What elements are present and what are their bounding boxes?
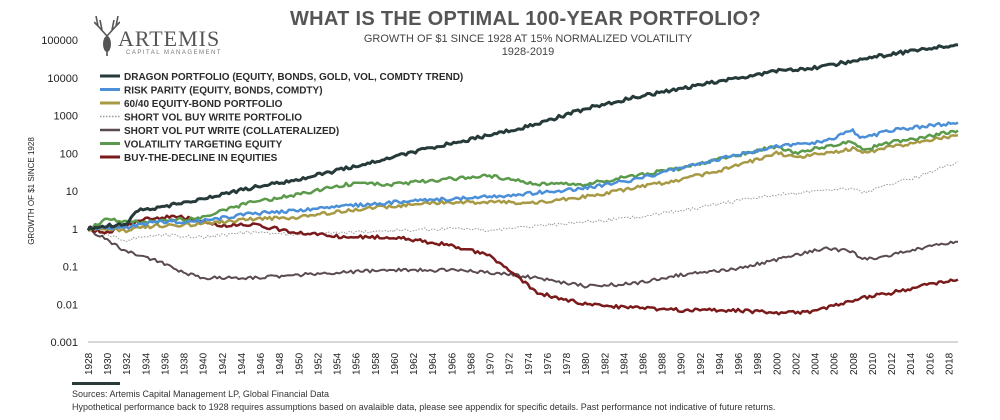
x-tick-label: 2006 [830, 352, 841, 375]
x-tick-label: 1984 [619, 352, 630, 375]
legend-label: DRAGON PORTFOLIO (EQUITY, BONDS, GOLD, V… [124, 72, 463, 83]
x-tick-label: 1954 [333, 352, 344, 375]
x-tick-label: 1962 [409, 352, 420, 375]
legend-label: 60/40 EQUITY-BOND PORTFOLIO [124, 99, 283, 110]
legend-label: VOLATILITY TARGETING EQUITY [124, 140, 283, 151]
series-line-1 [87, 121, 959, 231]
x-tick-label: 1960 [390, 352, 401, 375]
x-tick-label: 1946 [256, 352, 267, 375]
y-tick-label: 10000 [47, 73, 78, 85]
x-tick-label: 1942 [218, 352, 229, 375]
disclaimer-text: Hypothetical performance back to 1928 re… [72, 402, 776, 412]
series-line-0 [86, 43, 959, 232]
x-tick-label: 2018 [944, 352, 955, 375]
x-tick-label: 1934 [141, 352, 152, 375]
y-tick-label: 0.01 [57, 299, 78, 311]
x-tick-label: 2000 [772, 352, 783, 375]
x-tick-label: 1964 [428, 352, 439, 375]
x-tick-label: 1976 [543, 352, 554, 375]
y-tick-label: 1 [72, 224, 78, 236]
deer-antler-logo-icon [94, 15, 120, 56]
series-line-4 [87, 228, 958, 289]
logo-wordmark: ARTEMIS [118, 26, 221, 51]
x-tick-label: 1932 [122, 352, 133, 375]
x-tick-label: 1990 [677, 352, 688, 375]
y-tick-label: 10 [66, 186, 78, 198]
x-tick-label: 1988 [658, 352, 669, 375]
x-tick-label: 1968 [466, 352, 477, 375]
x-tick-label: 2002 [791, 352, 802, 375]
x-tick-label: 1974 [524, 352, 535, 375]
y-tick-label: 0.001 [50, 337, 78, 349]
y-tick-label: 1000 [54, 111, 78, 123]
x-tick-label: 1956 [352, 352, 363, 375]
series-line-6 [87, 214, 959, 316]
source-divider [72, 382, 120, 385]
x-tick-label: 1982 [600, 352, 611, 375]
legend-label: BUY-THE-DECLINE IN EQUITIES [124, 153, 278, 164]
y-tick-label: 0.1 [63, 262, 78, 274]
legend-label: SHORT VOL BUY WRITE PORTFOLIO [124, 113, 302, 124]
y-tick-label: 100000 [41, 35, 78, 47]
series-line-2 [87, 133, 959, 234]
x-tick-label: 2012 [887, 352, 898, 375]
x-tick-label: 1936 [160, 352, 171, 375]
x-tick-label: 1986 [639, 352, 650, 375]
x-tick-label: 1938 [180, 352, 191, 375]
y-tick-label: 100 [60, 148, 78, 160]
x-tick-label: 1980 [581, 352, 592, 375]
x-tick-label: 1972 [505, 352, 516, 375]
chart-subtitle: GROWTH OF $1 SINCE 1928 AT 15% NORMALIZE… [363, 33, 693, 45]
x-tick-label: 1944 [237, 352, 248, 375]
x-tick-label: 1994 [715, 352, 726, 375]
x-tick-label: 2014 [906, 352, 917, 375]
legend-label: RISK PARITY (EQUITY, BONDS, COMDTY) [124, 86, 323, 97]
x-tick-label: 1992 [696, 352, 707, 375]
y-axis-label: GROWTH OF $1 SINCE 1928 [27, 137, 36, 245]
x-tick-label: 1998 [753, 352, 764, 375]
x-tick-label: 1970 [486, 352, 497, 375]
x-tick-label: 1996 [734, 352, 745, 375]
chart-date-range: 1928-2019 [501, 46, 555, 58]
x-tick-label: 1978 [562, 352, 573, 375]
x-tick-label: 1950 [294, 352, 305, 375]
x-tick-label: 1928 [84, 352, 95, 375]
chart-title: WHAT IS THE OPTIMAL 100-YEAR PORTFOLIO? [290, 8, 761, 30]
series-line-5 [87, 129, 959, 232]
x-tick-label: 2010 [868, 352, 879, 375]
x-tick-label: 1952 [313, 352, 324, 375]
x-tick-label: 1930 [103, 352, 114, 375]
source-text: Sources: Artemis Capital Management LP, … [72, 389, 329, 399]
x-tick-label: 2016 [925, 352, 936, 375]
x-tick-label: 1948 [275, 352, 286, 375]
x-tick-label: 2004 [811, 352, 822, 375]
x-tick-label: 1966 [447, 352, 458, 375]
logo-subtitle: CAPITAL MANAGEMENT [126, 50, 223, 56]
x-tick-label: 1958 [371, 352, 382, 375]
legend-label: SHORT VOL PUT WRITE (COLLATERALIZED) [124, 126, 339, 137]
x-tick-label: 1940 [199, 352, 210, 375]
x-tick-label: 2008 [849, 352, 860, 375]
